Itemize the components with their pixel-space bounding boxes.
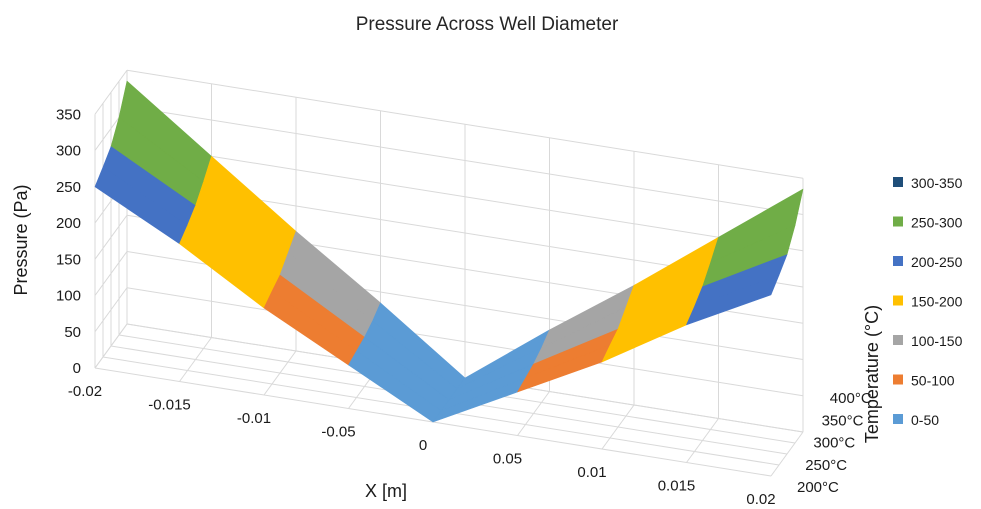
y-tick-label: 300 bbox=[56, 143, 81, 160]
legend-swatch bbox=[893, 295, 903, 306]
x-tick-label: 0 bbox=[419, 437, 427, 454]
y-tick-label: 350 bbox=[56, 106, 81, 123]
legend-swatch bbox=[893, 177, 903, 187]
y-tick-label: 100 bbox=[56, 288, 81, 305]
legend-swatch bbox=[893, 216, 903, 227]
x-tick-label: 0.05 bbox=[493, 451, 522, 468]
legend-label: 50-100 bbox=[911, 373, 955, 389]
legend-label: 100-150 bbox=[911, 333, 963, 349]
z-axis-title: Temperature (°C) bbox=[862, 305, 882, 443]
legend-label: 200-250 bbox=[911, 254, 963, 270]
x-tick-label: -0.05 bbox=[321, 424, 355, 441]
x-tick-label: -0.02 bbox=[68, 383, 102, 400]
axis-ticks: 0 50 100 150 200 250 300 350 -0.02 -0.015 -0.01 -0.… bbox=[56, 106, 872, 508]
x-tick-label: -0.015 bbox=[148, 397, 191, 414]
y-tick-label: 150 bbox=[56, 251, 81, 268]
y-tick-label: 250 bbox=[56, 179, 81, 196]
x-tick-label: 0.02 bbox=[746, 491, 775, 508]
legend-label: 0-50 bbox=[911, 412, 939, 428]
x-tick-label: -0.01 bbox=[237, 410, 271, 427]
legend-swatch bbox=[893, 374, 903, 385]
chart-title: Pressure Across Well Diameter bbox=[356, 14, 619, 35]
surface-plot-area bbox=[94, 80, 804, 423]
y-axis-title: Pressure (Pa) bbox=[11, 184, 31, 295]
z-tick-label: 200°C bbox=[797, 479, 839, 496]
legend-swatch bbox=[893, 256, 903, 266]
z-tick-label: 400°C bbox=[830, 390, 872, 407]
z-tick-label: 300°C bbox=[813, 435, 855, 452]
x-axis-title: X [m] bbox=[365, 481, 407, 501]
legend-label: 250-300 bbox=[911, 215, 963, 231]
chart-legend: 300-350 250-300 200-250 150-200 100-150 50-10… bbox=[893, 175, 963, 428]
legend-label: 150-200 bbox=[911, 294, 963, 310]
y-tick-label: 0 bbox=[73, 360, 81, 377]
legend-label: 300-350 bbox=[911, 175, 963, 191]
surface-facet bbox=[686, 274, 780, 326]
y-tick-label: 50 bbox=[64, 324, 81, 341]
x-tick-label: 0.015 bbox=[658, 478, 696, 495]
legend-swatch bbox=[893, 335, 903, 345]
z-tick-label: 350°C bbox=[822, 412, 864, 429]
z-tick-label: 250°C bbox=[805, 457, 847, 474]
legend-swatch bbox=[893, 414, 903, 424]
y-tick-label: 200 bbox=[56, 215, 81, 232]
x-tick-label: 0.01 bbox=[577, 464, 606, 481]
